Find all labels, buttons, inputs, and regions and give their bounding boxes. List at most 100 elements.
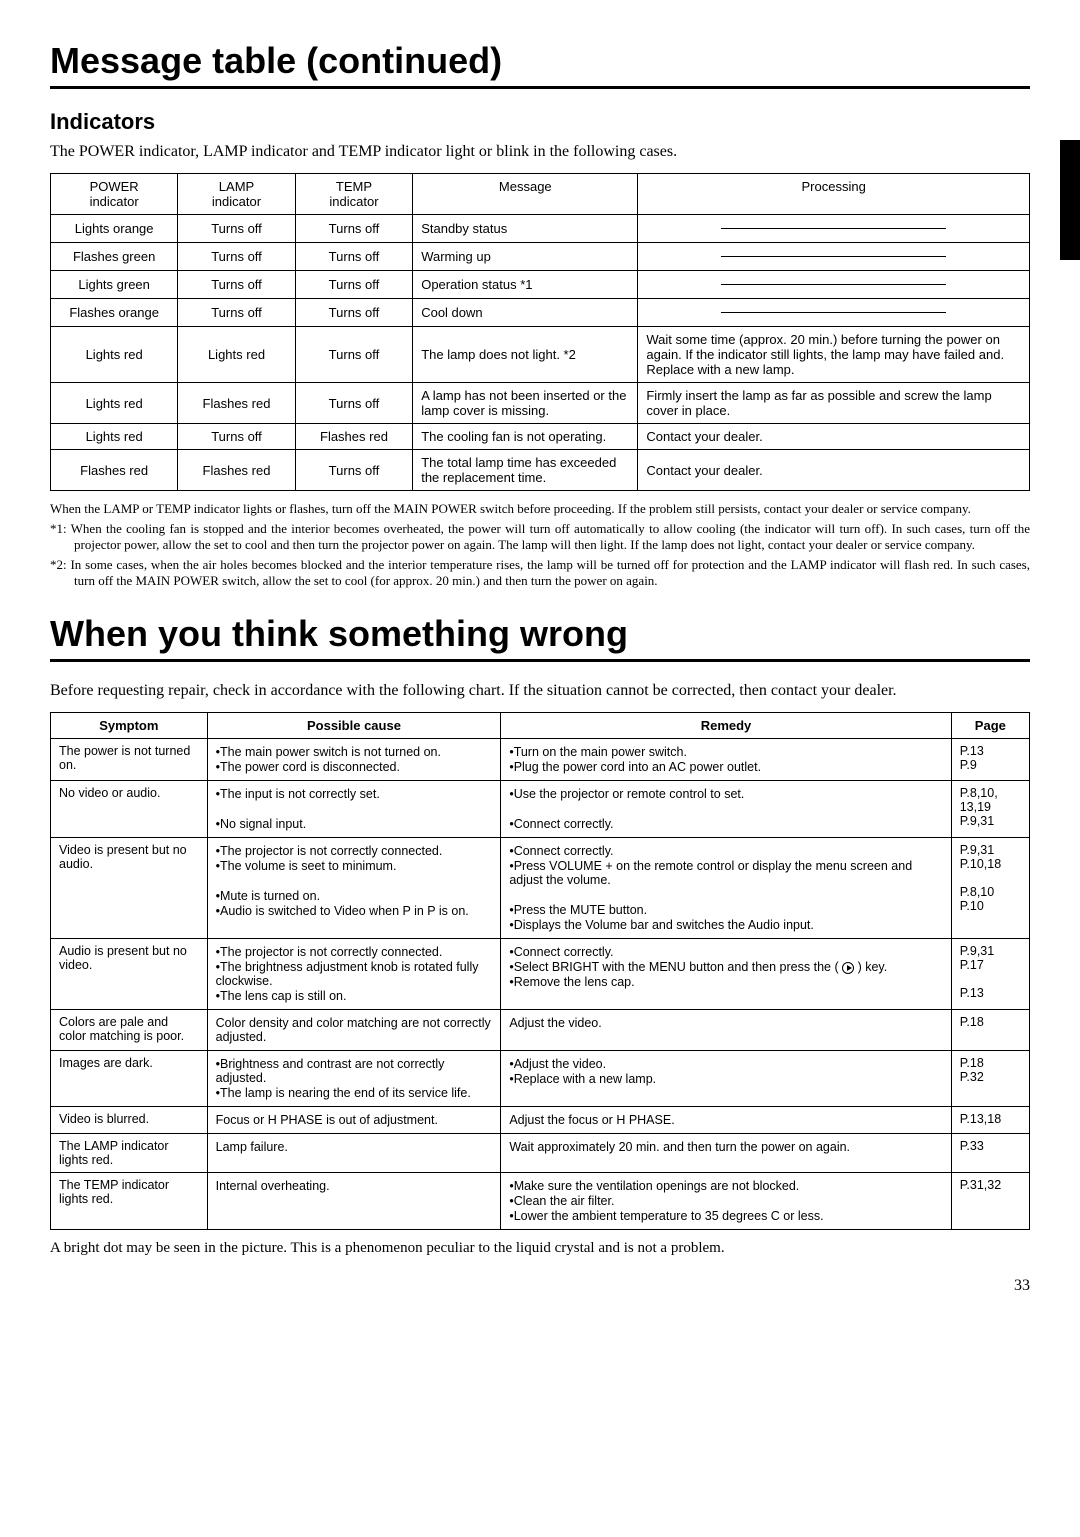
- table-row: The TEMP indicator lights red.Internal o…: [51, 1173, 1030, 1230]
- cell-power: Flashes green: [51, 243, 178, 271]
- cell-cause: •The projector is not correctly connecte…: [207, 939, 501, 1010]
- title-rule-2: [50, 659, 1030, 662]
- note-2: *2: In some cases, when the air holes be…: [50, 557, 1030, 589]
- cell-remedy: •Connect correctly.•Press VOLUME + on th…: [501, 838, 951, 939]
- play-icon: [842, 962, 854, 974]
- cell-processing: [638, 215, 1030, 243]
- cell-lamp: Flashes red: [178, 383, 295, 424]
- cell-lamp: Turns off: [178, 271, 295, 299]
- cell-page: P.9,31P.17 P.13: [951, 939, 1029, 1010]
- cell-temp: Turns off: [295, 383, 412, 424]
- cell-lamp: Turns off: [178, 299, 295, 327]
- th-symptom: Symptom: [51, 713, 208, 739]
- cell-lamp: Turns off: [178, 215, 295, 243]
- cell-symptom: No video or audio.: [51, 781, 208, 838]
- cell-remedy: •Make sure the ventilation openings are …: [501, 1173, 951, 1230]
- cell-symptom: Video is blurred.: [51, 1107, 208, 1134]
- cell-cause: •The projector is not correctly connecte…: [207, 838, 501, 939]
- cell-page: P.18P.32: [951, 1051, 1029, 1107]
- cell-page: P.13,18: [951, 1107, 1029, 1134]
- page-title-1: Message table (continued): [50, 40, 1030, 82]
- table-row: Lights redTurns offFlashes redThe coolin…: [51, 424, 1030, 450]
- cell-lamp: Lights red: [178, 327, 295, 383]
- cell-temp: Turns off: [295, 215, 412, 243]
- cell-lamp: Turns off: [178, 243, 295, 271]
- cell-cause: •The input is not correctly set. •No sig…: [207, 781, 501, 838]
- cell-power: Flashes orange: [51, 299, 178, 327]
- cell-cause: •Brightness and contrast are not correct…: [207, 1051, 501, 1107]
- cell-page: P.9,31P.10,18 P.8,10P.10: [951, 838, 1029, 939]
- cell-temp: Flashes red: [295, 424, 412, 450]
- table-row: Lights greenTurns offTurns offOperation …: [51, 271, 1030, 299]
- cell-page: P.31,32: [951, 1173, 1029, 1230]
- table-row: Lights orangeTurns offTurns offStandby s…: [51, 215, 1030, 243]
- cell-symptom: The LAMP indicator lights red.: [51, 1134, 208, 1173]
- th-cause: Possible cause: [207, 713, 501, 739]
- cell-cause: Focus or H PHASE is out of adjustment.: [207, 1107, 501, 1134]
- cell-power: Lights orange: [51, 215, 178, 243]
- cell-processing: Contact your dealer.: [638, 424, 1030, 450]
- th-processing: Processing: [638, 174, 1030, 215]
- table-row: Video is blurred.Focus or H PHASE is out…: [51, 1107, 1030, 1134]
- note-0: When the LAMP or TEMP indicator lights o…: [50, 501, 1030, 517]
- cell-page: P.8,10,13,19P.9,31: [951, 781, 1029, 838]
- cell-remedy: •Connect correctly.•Select BRIGHT with t…: [501, 939, 951, 1010]
- cell-symptom: The TEMP indicator lights red.: [51, 1173, 208, 1230]
- cell-cause: Color density and color matching are not…: [207, 1010, 501, 1051]
- table-row: Images are dark.•Brightness and contrast…: [51, 1051, 1030, 1107]
- cell-remedy: •Turn on the main power switch.•Plug the…: [501, 739, 951, 781]
- page-title-2: When you think something wrong: [50, 613, 1030, 655]
- cell-symptom: Audio is present but no video.: [51, 939, 208, 1010]
- cell-temp: Turns off: [295, 450, 412, 491]
- table-row: The power is not turned on.•The main pow…: [51, 739, 1030, 781]
- side-tab: [1060, 140, 1080, 260]
- cell-remedy: •Adjust the video.•Replace with a new la…: [501, 1051, 951, 1107]
- cell-cause: Internal overheating.: [207, 1173, 501, 1230]
- cell-power: Lights green: [51, 271, 178, 299]
- cell-message: The total lamp time has exceeded the rep…: [413, 450, 638, 491]
- cell-remedy: Adjust the video.: [501, 1010, 951, 1051]
- th-power: POWER indicator: [51, 174, 178, 215]
- table-row: Lights redLights redTurns offThe lamp do…: [51, 327, 1030, 383]
- table-row: Colors are pale and color matching is po…: [51, 1010, 1030, 1051]
- cell-message: A lamp has not been inserted or the lamp…: [413, 383, 638, 424]
- cell-processing: [638, 271, 1030, 299]
- title-rule-1: [50, 86, 1030, 89]
- bottom-note: A bright dot may be seen in the picture.…: [50, 1240, 1030, 1257]
- cell-cause: •The main power switch is not turned on.…: [207, 739, 501, 781]
- table-row: Flashes redFlashes redTurns offThe total…: [51, 450, 1030, 491]
- th-remedy: Remedy: [501, 713, 951, 739]
- cell-processing: [638, 243, 1030, 271]
- cell-message: The cooling fan is not operating.: [413, 424, 638, 450]
- trouble-table: Symptom Possible cause Remedy Page The p…: [50, 712, 1030, 1230]
- intro-text: The POWER indicator, LAMP indicator and …: [50, 143, 1030, 161]
- cell-message: The lamp does not light. *2: [413, 327, 638, 383]
- th-page: Page: [951, 713, 1029, 739]
- cell-page: P.18: [951, 1010, 1029, 1051]
- cell-remedy: Wait approximately 20 min. and then turn…: [501, 1134, 951, 1173]
- cell-lamp: Turns off: [178, 424, 295, 450]
- note-1: *1: When the cooling fan is stopped and …: [50, 521, 1030, 553]
- cell-message: Warming up: [413, 243, 638, 271]
- table-row: Video is present but no audio.•The proje…: [51, 838, 1030, 939]
- cell-cause: Lamp failure.: [207, 1134, 501, 1173]
- cell-temp: Turns off: [295, 299, 412, 327]
- cell-processing: Contact your dealer.: [638, 450, 1030, 491]
- cell-symptom: Colors are pale and color matching is po…: [51, 1010, 208, 1051]
- cell-page: P.13P.9: [951, 739, 1029, 781]
- th-message: Message: [413, 174, 638, 215]
- cell-remedy: Adjust the focus or H PHASE.: [501, 1107, 951, 1134]
- table-row: Lights redFlashes redTurns offA lamp has…: [51, 383, 1030, 424]
- cell-power: Lights red: [51, 327, 178, 383]
- cell-page: P.33: [951, 1134, 1029, 1173]
- cell-remedy: •Use the projector or remote control to …: [501, 781, 951, 838]
- table-row: Flashes greenTurns offTurns offWarming u…: [51, 243, 1030, 271]
- cell-message: Cool down: [413, 299, 638, 327]
- indicator-table: POWER indicator LAMP indicator TEMP indi…: [50, 173, 1030, 491]
- cell-processing: Wait some time (approx. 20 min.) before …: [638, 327, 1030, 383]
- cell-power: Flashes red: [51, 450, 178, 491]
- cell-temp: Turns off: [295, 243, 412, 271]
- cell-message: Operation status *1: [413, 271, 638, 299]
- page-number: 33: [50, 1277, 1030, 1295]
- cell-symptom: Video is present but no audio.: [51, 838, 208, 939]
